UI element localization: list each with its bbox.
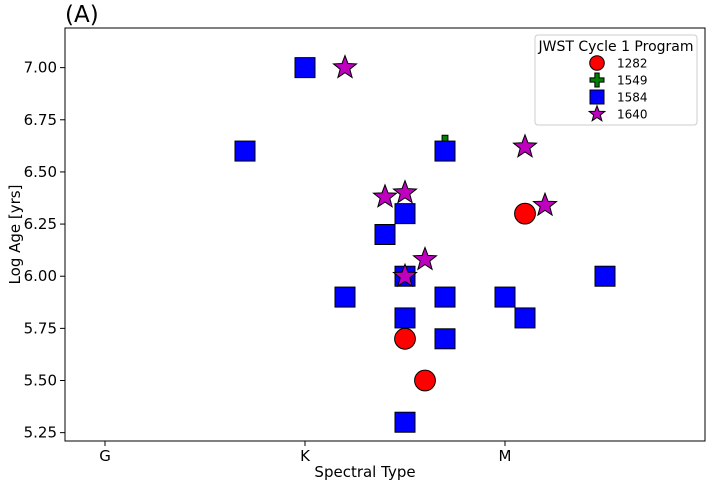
data-point: [372, 183, 398, 208]
legend-marker-circle: [589, 55, 605, 71]
data-point: [294, 57, 316, 79]
data-point: [394, 203, 416, 225]
data-point: [594, 265, 616, 287]
x-axis-label: Spectral Type: [314, 463, 415, 481]
x-tick-label: K: [300, 447, 311, 465]
y-tick-label: 5.25: [24, 424, 57, 442]
y-tick-label: 6.00: [24, 267, 57, 285]
data-point: [334, 286, 356, 308]
data-point: [514, 307, 536, 329]
x-tick-label: G: [99, 447, 111, 465]
legend: JWST Cycle 1 Program 1282 1549 1584 1640: [534, 34, 698, 126]
series-1282: [394, 202, 536, 392]
series-1640: [332, 54, 558, 288]
data-point: [394, 327, 416, 350]
y-tick-label: 6.50: [24, 163, 57, 181]
axes-frame: [64, 27, 706, 442]
data-point: [412, 246, 438, 271]
series-1584: [234, 57, 616, 433]
data-point: [434, 286, 456, 308]
data-point: [392, 262, 418, 288]
y-tick-label: 6.25: [24, 215, 57, 233]
y-tick-label: 5.75: [24, 319, 57, 337]
legend-marker-star: [587, 104, 607, 122]
data-point: [414, 369, 436, 392]
legend-label: 1584: [617, 91, 648, 105]
plot-area: 5.25 5.50 5.75 6.00 6.25 6.50 6.75 7.00 G K M Spect…: [6, 27, 706, 481]
y-tick-label: 6.75: [24, 111, 57, 129]
data-point: [434, 140, 456, 162]
data-point: [494, 286, 516, 308]
panel-label: (A): [65, 2, 99, 28]
legend-title: JWST Cycle 1 Program: [538, 39, 694, 55]
data-point: [434, 328, 456, 350]
data-point: [394, 411, 416, 433]
y-tick-label: 5.50: [24, 372, 57, 390]
legend-marker-plus: [589, 72, 605, 88]
y-tick-label: 7.00: [24, 59, 57, 77]
data-point: [392, 179, 418, 204]
legend-marker-square: [589, 89, 605, 105]
data-point: [234, 140, 256, 162]
data-point: [394, 307, 416, 329]
x-tick-label: M: [499, 447, 512, 465]
data-point: [512, 133, 538, 158]
y-axis-label: Log Age [yrs]: [6, 185, 24, 285]
legend-label: 1282: [617, 57, 648, 71]
legend-frame: [534, 34, 698, 126]
legend-label: 1549: [617, 74, 648, 88]
data-point: [532, 191, 558, 217]
data-point: [332, 54, 358, 79]
data-point: [374, 224, 396, 245]
data-point: [514, 202, 536, 225]
legend-label: 1640: [617, 108, 648, 122]
